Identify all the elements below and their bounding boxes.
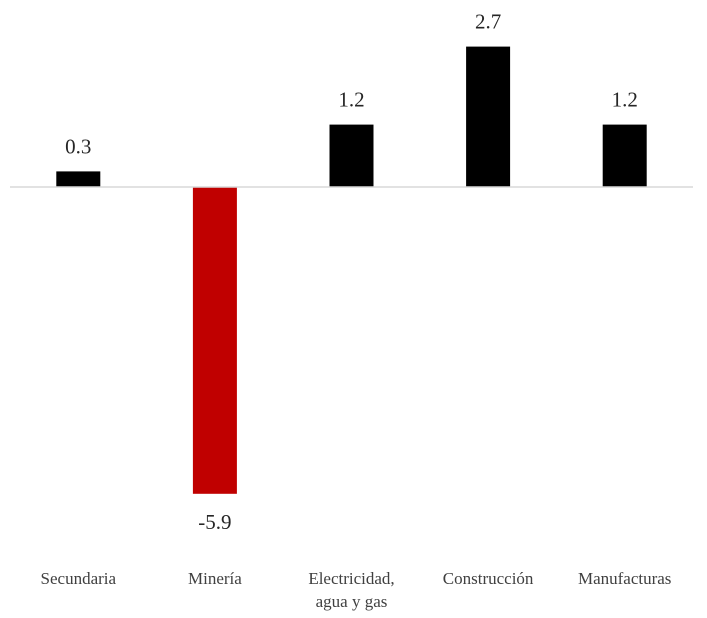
bar-1 — [192, 187, 237, 494]
bar-4 — [602, 124, 647, 187]
bars-group — [56, 46, 647, 494]
category-label-4: Manufacturas — [578, 569, 671, 588]
bar-2 — [329, 124, 374, 187]
category-label-1: Minería — [188, 569, 242, 588]
category-label-0: Secundaria — [41, 569, 117, 588]
bar-3 — [466, 46, 511, 187]
data-label-0: 0.3 — [65, 134, 91, 158]
data-label-4: 1.2 — [612, 88, 638, 112]
data-labels-group: 0.3 -5.9 1.2 2.7 1.2 — [65, 10, 638, 534]
category-label-3: Construcción — [443, 569, 534, 588]
bar-0 — [56, 171, 101, 187]
category-label-2-line-0: Electricidad, — [308, 569, 394, 588]
data-label-2: 1.2 — [338, 88, 364, 112]
data-label-1: -5.9 — [198, 510, 231, 534]
category-label-2-line-1: agua y gas — [316, 592, 388, 611]
category-labels-group: Secundaria Minería Electricidad, agua y gas… — [41, 569, 672, 611]
data-label-3: 2.7 — [475, 10, 501, 34]
